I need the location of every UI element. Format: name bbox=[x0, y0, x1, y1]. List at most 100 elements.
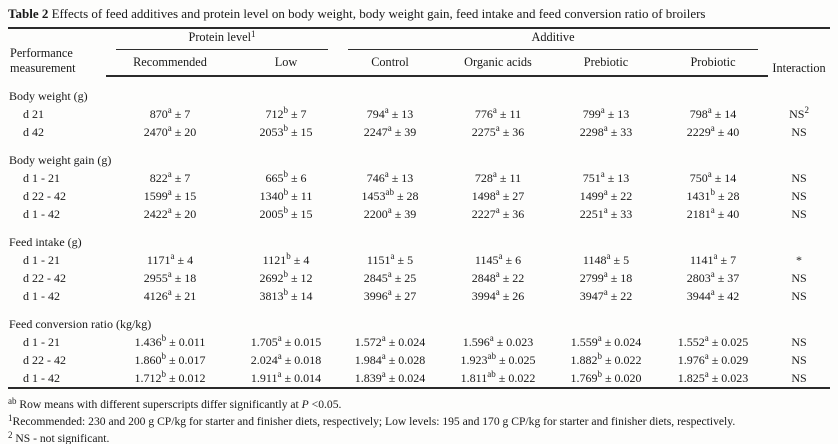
cell-interaction: NS bbox=[791, 370, 807, 385]
row-label: d 22 - 42 bbox=[23, 270, 66, 285]
cell-low: 3813b ± 14 bbox=[259, 287, 313, 303]
additive-label: Additive bbox=[348, 30, 759, 50]
cell-low: 2.024a ± 0.018 bbox=[250, 351, 322, 367]
cell-probiotic: 1.825a ± 0.023 bbox=[677, 369, 749, 385]
cell-organic-acids: 1.811ab ± 0.022 bbox=[460, 369, 536, 385]
column-header-organic-acids: Organic acids bbox=[442, 50, 554, 77]
cell-probiotic: 1.552a ± 0.025 bbox=[677, 333, 749, 349]
table-row-d1-21: d 1 - 21 822a ± 7 665b ± 6 746a ± 13 728… bbox=[8, 169, 830, 187]
footnote-superscripts: ab Row means with different superscripts… bbox=[8, 395, 342, 411]
column-header-recommended: Recommended bbox=[106, 50, 234, 77]
cell-interaction: NS bbox=[791, 206, 807, 221]
section-row-body-weight: Body weight (g) bbox=[8, 76, 830, 105]
column-header-performance-measurement: Performance measurement bbox=[8, 28, 106, 76]
cell-prebiotic: 1.769b ± 0.020 bbox=[570, 369, 642, 385]
cell-organic-acids: 1498a ± 27 bbox=[471, 187, 525, 203]
table-row-d21: d 21 870a ± 7 712b ± 7 794a ± 13 776a ± … bbox=[8, 105, 830, 123]
section-label: Body weight (g) bbox=[9, 88, 88, 103]
cell-recommended: 2955a ± 18 bbox=[143, 269, 197, 285]
section-row-feed-conversion-ratio: Feed conversion ratio (kg/kg) bbox=[8, 305, 830, 333]
row-label: d 22 - 42 bbox=[23, 188, 66, 203]
row-label: d 1 - 42 bbox=[23, 206, 60, 221]
table-row-d1-21: d 1 - 21 1171a ± 4 1121b ± 4 1151a ± 5 1… bbox=[8, 251, 830, 269]
column-header-control: Control bbox=[338, 50, 442, 77]
cell-prebiotic: 2298a ± 33 bbox=[579, 123, 633, 139]
cell-probiotic: 798a ± 14 bbox=[689, 105, 737, 121]
cell-low: 2053b ± 15 bbox=[259, 123, 313, 139]
cell-recommended: 822a ± 7 bbox=[149, 169, 191, 185]
cell-low: 2005b ± 15 bbox=[259, 205, 313, 221]
cell-recommended: 1.436b ± 0.011 bbox=[134, 333, 206, 349]
section-row-feed-intake: Feed intake (g) bbox=[8, 223, 830, 251]
cell-recommended: 1.712b ± 0.012 bbox=[134, 369, 206, 385]
cell-recommended: 2422a ± 20 bbox=[143, 205, 197, 221]
footnote-ns: 2 NS - not significant. bbox=[8, 429, 110, 444]
cell-low: 1.911a ± 0.014 bbox=[250, 369, 322, 385]
row-label: d 21 bbox=[23, 106, 44, 121]
cell-control: 746a ± 13 bbox=[366, 169, 414, 185]
cell-low: 2692b ± 12 bbox=[259, 269, 313, 285]
cell-control: 794a ± 13 bbox=[366, 105, 414, 121]
group-header-additive: Additive bbox=[338, 28, 768, 50]
cell-prebiotic: 1499a ± 22 bbox=[579, 187, 633, 203]
performance-measurement-label: Performance measurement bbox=[10, 46, 76, 75]
cell-probiotic: 750a ± 14 bbox=[689, 169, 737, 185]
table-row-d1-42: d 1 - 42 1.712b ± 0.012 1.911a ± 0.014 1… bbox=[8, 369, 830, 388]
cell-prebiotic: 1.559a ± 0.024 bbox=[570, 333, 642, 349]
cell-control: 1453ab ± 28 bbox=[361, 187, 419, 203]
cell-control: 1.839a ± 0.024 bbox=[354, 369, 426, 385]
column-header-low: Low bbox=[234, 50, 338, 77]
cell-prebiotic: 2799a ± 18 bbox=[579, 269, 633, 285]
cell-organic-acids: 728a ± 11 bbox=[474, 169, 522, 185]
cell-low: 712b ± 7 bbox=[265, 105, 307, 121]
cell-prebiotic: 1148a ± 5 bbox=[582, 251, 630, 267]
cell-interaction: NS bbox=[791, 334, 807, 349]
column-header-probiotic: Probiotic bbox=[658, 50, 769, 77]
cell-control: 2845a ± 25 bbox=[363, 269, 417, 285]
results-table: Performance measurement Protein level1 A… bbox=[8, 27, 831, 389]
table-row-d22-42: d 22 - 42 1599a ± 15 1340b ± 11 1453ab ±… bbox=[8, 187, 830, 205]
cell-prebiotic: 1.882b ± 0.022 bbox=[570, 351, 642, 367]
cell-probiotic: 2229a ± 40 bbox=[686, 123, 740, 139]
protein-level-label: Protein level1 bbox=[116, 29, 328, 50]
row-label: d 42 bbox=[23, 124, 44, 139]
table-row-d22-42: d 22 - 42 2955a ± 18 2692b ± 12 2845a ± … bbox=[8, 269, 830, 287]
row-label: d 1 - 42 bbox=[23, 288, 60, 303]
cell-control: 3996a ± 27 bbox=[363, 287, 417, 303]
cell-organic-acids: 1145a ± 6 bbox=[474, 251, 522, 267]
cell-control: 1.984a ± 0.028 bbox=[354, 351, 426, 367]
group-header-protein-level: Protein level1 bbox=[106, 28, 338, 50]
footnote-protein-levels: 1Recommended: 230 and 200 g CP/kg for st… bbox=[8, 412, 736, 428]
cell-low: 665b ± 6 bbox=[265, 169, 307, 185]
cell-low: 1340b ± 11 bbox=[259, 187, 313, 203]
table-row-d1-21: d 1 - 21 1.436b ± 0.011 1.705a ± 0.015 1… bbox=[8, 333, 830, 351]
cell-recommended: 2470a ± 20 bbox=[143, 123, 197, 139]
cell-low: 1121b ± 4 bbox=[262, 251, 310, 267]
cell-probiotic: 3944a ± 42 bbox=[686, 287, 740, 303]
cell-control: 1151a ± 5 bbox=[366, 251, 414, 267]
row-label: d 1 - 21 bbox=[23, 252, 60, 267]
cell-interaction: NS bbox=[791, 170, 807, 185]
cell-prebiotic: 799a ± 13 bbox=[582, 105, 630, 121]
cell-prebiotic: 3947a ± 22 bbox=[579, 287, 633, 303]
header-group-row: Performance measurement Protein level1 A… bbox=[8, 28, 830, 75]
header-sub-row: Recommended Low Control Organic acids Pr… bbox=[8, 50, 830, 77]
cell-organic-acids: 3994a ± 26 bbox=[471, 287, 525, 303]
footnotes: ab Row means with different superscripts… bbox=[8, 396, 830, 444]
cell-recommended: 1.860b ± 0.017 bbox=[134, 351, 206, 367]
cell-probiotic: 1431b ± 28 bbox=[686, 187, 740, 203]
table-row-d42: d 42 2470a ± 20 2053b ± 15 2247a ± 39 22… bbox=[8, 123, 830, 141]
cell-probiotic: 1.976a ± 0.029 bbox=[677, 351, 749, 367]
cell-recommended: 1171a ± 4 bbox=[146, 251, 194, 267]
cell-organic-acids: 2848a ± 22 bbox=[471, 269, 525, 285]
cell-prebiotic: 751a ± 13 bbox=[582, 169, 630, 185]
section-label: Body weight gain (g) bbox=[9, 152, 112, 167]
cell-interaction: NS bbox=[791, 352, 807, 367]
cell-interaction: NS bbox=[791, 270, 807, 285]
section-row-body-weight-gain: Body weight gain (g) bbox=[8, 141, 830, 169]
column-header-interaction: Interaction bbox=[772, 61, 826, 75]
cell-low: 1.705a ± 0.015 bbox=[250, 333, 322, 349]
cell-probiotic: 2803a ± 37 bbox=[686, 269, 740, 285]
row-label: d 22 - 42 bbox=[23, 352, 66, 367]
